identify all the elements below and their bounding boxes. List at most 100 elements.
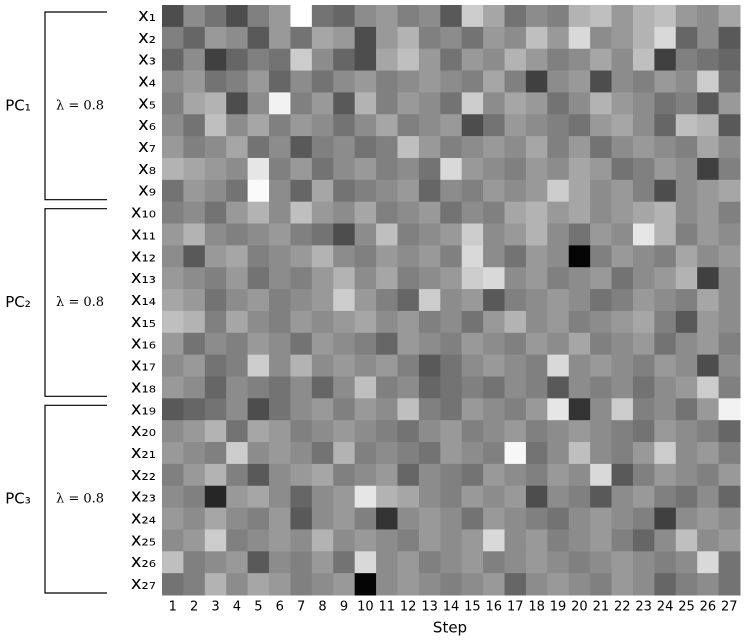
heatmap-cell (290, 48, 313, 72)
heatmap-cell (418, 114, 441, 137)
heatmap-cell (697, 245, 720, 268)
heatmap-cell (483, 573, 506, 596)
heatmap-cell (568, 5, 591, 28)
heatmap-cell (397, 398, 420, 421)
row-label: x₂₁ (131, 442, 156, 463)
heatmap-cell (611, 223, 634, 246)
heatmap-cell (290, 289, 313, 312)
heatmap-cell (311, 223, 334, 246)
heatmap-cell (654, 310, 677, 334)
heatmap-cell (440, 5, 463, 28)
heatmap-cell (675, 354, 698, 377)
row-label: x₂₅ (131, 529, 156, 550)
heatmap-cell (204, 420, 227, 443)
heatmap-cell (376, 529, 398, 552)
heatmap-cell (183, 267, 206, 290)
heatmap-cell (183, 92, 206, 115)
heatmap-cell (611, 5, 634, 28)
x-tick-label: 8 (318, 600, 326, 615)
heatmap-cell (290, 463, 313, 487)
heatmap-cell (654, 48, 677, 72)
heatmap-cell (311, 332, 334, 356)
heatmap-cell (440, 507, 463, 530)
heatmap-cell (183, 70, 206, 93)
heatmap-cell (290, 573, 313, 596)
heatmap-cell (162, 551, 184, 574)
heatmap-cell (162, 48, 184, 72)
heatmap-cell (675, 114, 698, 137)
heatmap-cell (675, 70, 698, 93)
heatmap-cell (333, 376, 356, 399)
heatmap-cell (654, 26, 677, 50)
heatmap-cell (397, 354, 420, 377)
heatmap-cell (525, 245, 548, 268)
heatmap-cell (311, 5, 334, 28)
heatmap-cell (269, 136, 291, 159)
heatmap-cell (162, 573, 184, 596)
heatmap-cell (675, 420, 698, 443)
heatmap-cell (397, 332, 420, 356)
heatmap-cell (247, 223, 270, 246)
heatmap-cell (590, 5, 613, 28)
heatmap-cell (354, 376, 377, 399)
heatmap-cell (483, 420, 506, 443)
heatmap-cell (590, 92, 613, 115)
heatmap-cell (418, 245, 441, 268)
heatmap-cell (654, 114, 677, 137)
heatmap-cell (354, 529, 377, 552)
heatmap-cell (632, 485, 655, 509)
heatmap-cell (162, 420, 184, 443)
heatmap-cell (461, 157, 484, 181)
x-tick-label: 7 (297, 600, 305, 615)
heatmap-cell (354, 420, 377, 443)
heatmap-cell (654, 157, 677, 181)
heatmap-cell (269, 245, 291, 268)
heatmap-cell (333, 114, 356, 137)
heatmap-cell (525, 463, 548, 487)
heatmap-cell (504, 92, 527, 115)
row-label: x₄ (138, 70, 156, 91)
heatmap-cell (654, 398, 677, 421)
heatmap-cell (632, 442, 655, 465)
heatmap-cell (376, 463, 398, 487)
heatmap-cell (418, 179, 441, 203)
heatmap-cell (354, 463, 377, 487)
heatmap-cell (354, 332, 377, 356)
heatmap-cell (226, 179, 249, 203)
heatmap-cell (376, 420, 398, 443)
heatmap-cell (697, 354, 720, 377)
heatmap-cell (290, 376, 313, 399)
heatmap-cell (547, 26, 570, 50)
heatmap-cell (162, 485, 184, 509)
heatmap-cell (418, 70, 441, 93)
heatmap-cell (418, 136, 441, 159)
heatmap-cell (333, 136, 356, 159)
row-label: x₁₃ (131, 267, 156, 288)
heatmap-cell (525, 92, 548, 115)
heatmap-cell (504, 136, 527, 159)
heatmap-cell (611, 136, 634, 159)
heatmap-cell (504, 245, 527, 268)
heatmap-cell (461, 267, 484, 290)
heatmap-cell (675, 26, 698, 50)
heatmap-cell (418, 420, 441, 443)
heatmap-cell (226, 551, 249, 574)
heatmap-cell (269, 398, 291, 421)
heatmap-cell (547, 507, 570, 530)
heatmap-cell (226, 157, 249, 181)
heatmap-cell (418, 485, 441, 509)
heatmap-cell (183, 114, 206, 137)
heatmap-cell (397, 223, 420, 246)
row-label: x₃ (138, 49, 156, 70)
heatmap-cell (333, 398, 356, 421)
heatmap-cell (675, 485, 698, 509)
heatmap-cell (504, 289, 527, 312)
row-label: x₂₆ (131, 551, 156, 572)
heatmap-cell (247, 289, 270, 312)
heatmap-cell (440, 223, 463, 246)
group-label: PC₁ (5, 96, 31, 114)
heatmap-cell (611, 332, 634, 356)
heatmap-cell (611, 267, 634, 290)
heatmap-cell (483, 289, 506, 312)
heatmap-cell (525, 157, 548, 181)
